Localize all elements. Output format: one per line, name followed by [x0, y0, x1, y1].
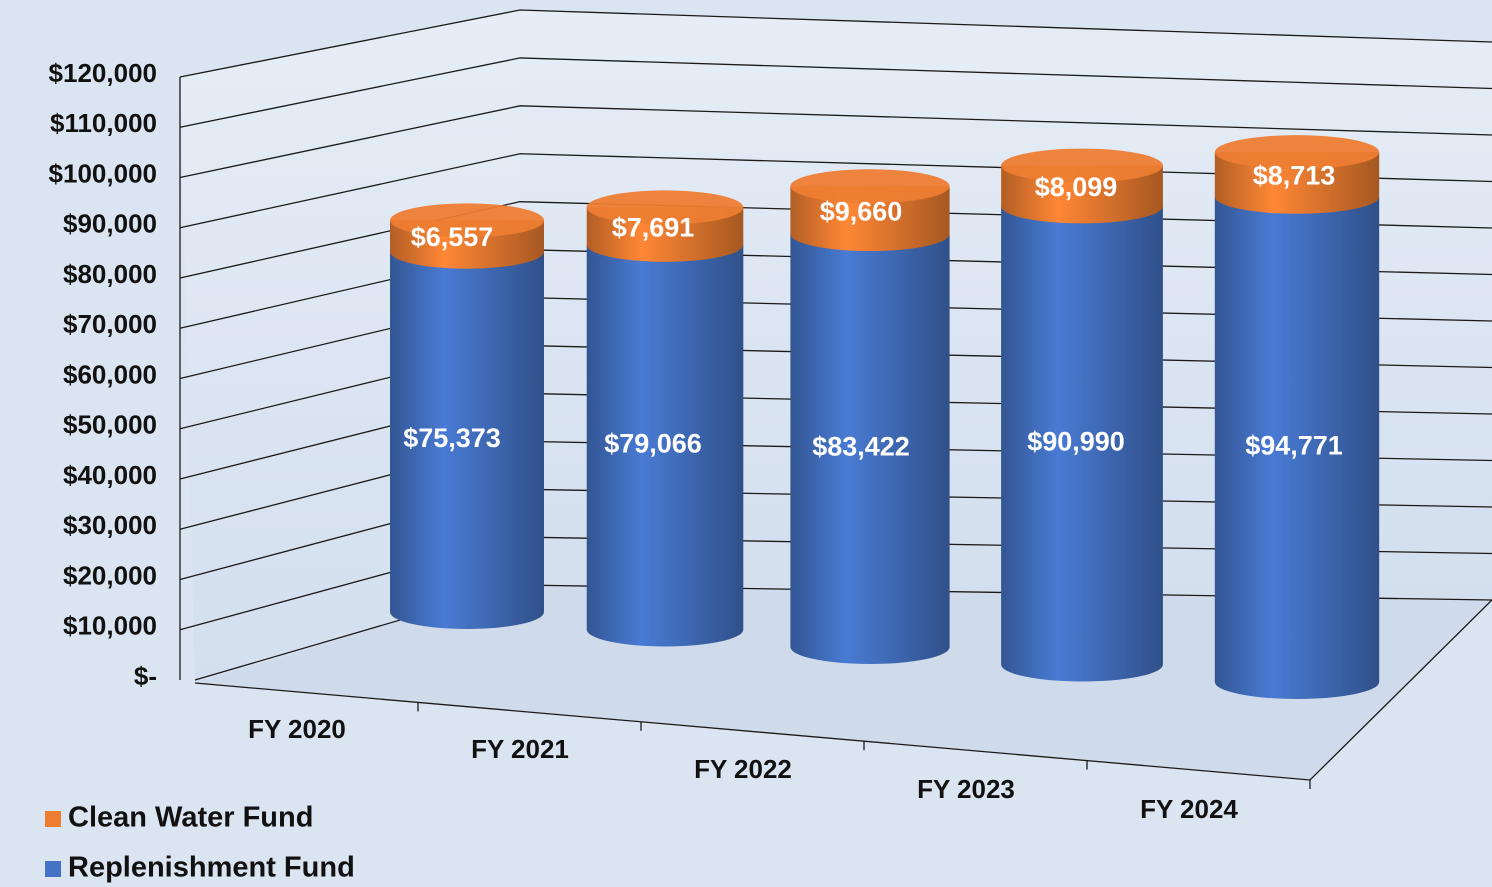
data-label: $7,691	[612, 212, 695, 242]
x-tick-label: FY 2021	[471, 734, 569, 764]
bar-segment	[1214, 152, 1380, 214]
bar-segment	[790, 186, 950, 252]
bar-segment	[390, 251, 544, 630]
cylinder-top	[390, 203, 544, 238]
data-label: $90,990	[1027, 427, 1125, 457]
cylinder-top	[1214, 135, 1380, 170]
legend-label: Replenishment Fund	[68, 852, 355, 884]
data-label: $9,660	[820, 196, 903, 226]
legend-swatch	[45, 861, 61, 877]
grid-line	[179, 153, 1492, 229]
data-label: $75,373	[403, 423, 501, 453]
data-label: $8,099	[1035, 172, 1118, 202]
grid-line	[179, 9, 1492, 78]
y-tick-label: $100,000	[49, 158, 157, 188]
y-tick-label: $70,000	[63, 309, 157, 339]
grid-line	[179, 57, 1492, 128]
grid-line	[179, 105, 1492, 179]
grid-line	[179, 201, 1492, 279]
y-tick-label: $80,000	[63, 259, 157, 289]
bar-segment	[1214, 196, 1380, 699]
x-tick-label: FY 2023	[917, 774, 1015, 804]
y-tick-label: $10,000	[63, 611, 157, 641]
cylinder-top	[586, 190, 744, 225]
y-tick-label: $30,000	[63, 510, 157, 540]
y-tick-label: $50,000	[63, 410, 157, 440]
data-label: $8,713	[1253, 161, 1336, 191]
bar-segment	[586, 244, 744, 647]
legend-swatch	[45, 811, 61, 827]
data-label: $6,557	[411, 222, 494, 252]
bar-segment	[1001, 206, 1163, 682]
legend-label: Clean Water Fund	[68, 802, 313, 834]
cylinder-top	[1001, 148, 1163, 183]
y-tick-label: $20,000	[63, 560, 157, 590]
data-label: $83,422	[812, 432, 910, 462]
x-tick-label: FY 2020	[248, 714, 346, 744]
data-label: $94,771	[1245, 431, 1343, 461]
floor	[195, 585, 1492, 780]
y-tick-label: $-	[134, 661, 157, 691]
y-tick-label: $90,000	[63, 209, 157, 239]
y-tick-label: $60,000	[63, 359, 157, 389]
bar-segment	[790, 234, 950, 664]
y-tick-label: $110,000	[50, 108, 157, 138]
x-tick-label: FY 2022	[694, 754, 792, 784]
y-tick-label: $40,000	[63, 460, 157, 490]
data-label: $79,066	[604, 428, 702, 458]
y-tick-label: $120,000	[49, 58, 157, 88]
x-tick-label: FY 2024	[1140, 794, 1238, 824]
cylinder-top	[790, 169, 950, 204]
